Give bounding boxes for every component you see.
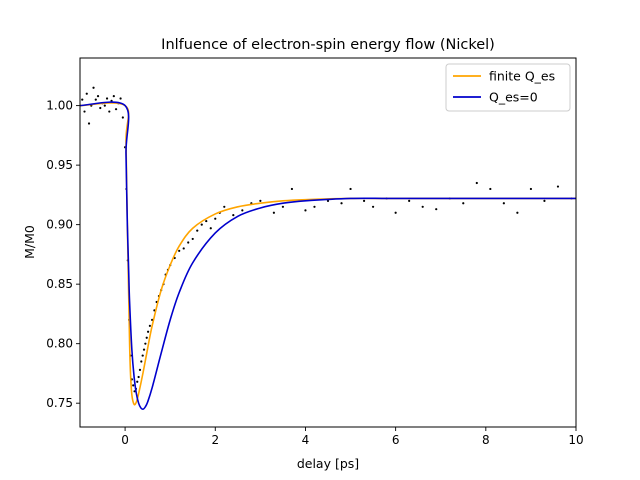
scatter-point xyxy=(290,187,294,191)
scatter-point xyxy=(145,336,148,339)
scatter-point xyxy=(191,237,194,241)
series-line-q-es-zero xyxy=(80,101,576,410)
scatter-point xyxy=(349,187,352,191)
scatter-point xyxy=(121,116,124,119)
scatter-point xyxy=(81,98,84,101)
y-tick-label: 0.75 xyxy=(46,396,73,410)
scatter-point xyxy=(182,247,185,250)
scatter-point xyxy=(272,211,275,214)
plot-frame xyxy=(79,57,577,428)
scatter-point xyxy=(435,208,438,211)
scatter-point xyxy=(205,219,208,223)
scatter-point xyxy=(340,202,343,205)
scatter-point xyxy=(408,199,411,202)
scatter-point xyxy=(146,330,150,333)
scatter-point xyxy=(196,229,199,232)
y-axis-ticks: 0.75 0.80 0.85 0.90 0.95 1.00 xyxy=(46,99,80,410)
legend: finite Q_es Q_es=0 xyxy=(445,63,571,112)
scatter-point xyxy=(421,205,424,208)
scatter-point xyxy=(304,209,307,212)
scatter-point xyxy=(259,199,262,202)
x-axis-label: delay [ps] xyxy=(297,456,359,471)
scatter-point xyxy=(132,384,135,387)
plot-area xyxy=(80,86,576,410)
scatter-point xyxy=(489,187,492,191)
scatter-point xyxy=(223,205,226,208)
scatter-point xyxy=(96,94,100,98)
scatter-point xyxy=(83,110,86,113)
scatter-point xyxy=(144,342,147,345)
scatter-point xyxy=(209,227,212,230)
y-tick-label: 0.95 xyxy=(46,158,73,172)
scatter-point xyxy=(502,202,505,205)
scatter-point xyxy=(232,214,235,217)
y-axis-label: M/M0 xyxy=(22,225,37,259)
scatter-point xyxy=(529,187,533,191)
scatter-point xyxy=(556,185,560,188)
scatter-point xyxy=(94,98,97,101)
chart-title: Inlfuence of electron-spin energy flow (… xyxy=(161,37,495,53)
scatter-point xyxy=(362,199,366,202)
y-tick-label: 1.00 xyxy=(46,99,73,113)
scatter-point xyxy=(119,97,122,100)
x-tick-label: 0 xyxy=(121,433,129,447)
scatter-point xyxy=(87,122,91,125)
y-tick-label: 0.80 xyxy=(46,337,73,351)
scatter-point xyxy=(137,375,140,379)
scatter-point xyxy=(85,92,88,95)
x-tick-label: 2 xyxy=(211,433,219,447)
scatter-point xyxy=(281,205,285,208)
scatter-point xyxy=(112,94,115,98)
scatter-point xyxy=(326,199,330,202)
scatter-point xyxy=(141,354,144,357)
scatter-point xyxy=(108,110,111,113)
scatter-point xyxy=(105,97,109,100)
legend-label: finite Q_es xyxy=(489,69,555,84)
scatter-point xyxy=(214,217,217,220)
scatter-point xyxy=(516,211,519,214)
scatter-point xyxy=(187,241,190,244)
scatter-point xyxy=(103,104,106,107)
x-tick-label: 8 xyxy=(482,433,490,447)
scatter-point xyxy=(178,249,181,252)
legend-label: Q_es=0 xyxy=(489,90,538,105)
scatter-point xyxy=(138,368,142,371)
scatter-point xyxy=(99,106,102,110)
scatter-point xyxy=(462,202,465,205)
scatter-point xyxy=(394,211,397,214)
scatter-point xyxy=(114,108,118,111)
scatter-point xyxy=(140,360,143,363)
scatter-point xyxy=(92,86,95,89)
scatter-point xyxy=(543,199,546,202)
scatter-point xyxy=(313,205,316,208)
y-tick-label: 0.85 xyxy=(46,277,73,291)
x-tick-label: 6 xyxy=(392,433,400,447)
scatter-point xyxy=(200,223,203,226)
scatter-point xyxy=(142,348,146,351)
scatter-point xyxy=(371,205,375,208)
scatter-point xyxy=(148,324,151,327)
scatter-point xyxy=(241,209,244,212)
y-tick-label: 0.90 xyxy=(46,218,73,232)
x-tick-label: 10 xyxy=(568,433,583,447)
scatter-point xyxy=(136,380,139,383)
scatter-point xyxy=(475,181,478,185)
x-tick-label: 4 xyxy=(302,433,310,447)
x-axis-ticks: 0 2 4 6 8 10 xyxy=(121,427,584,447)
